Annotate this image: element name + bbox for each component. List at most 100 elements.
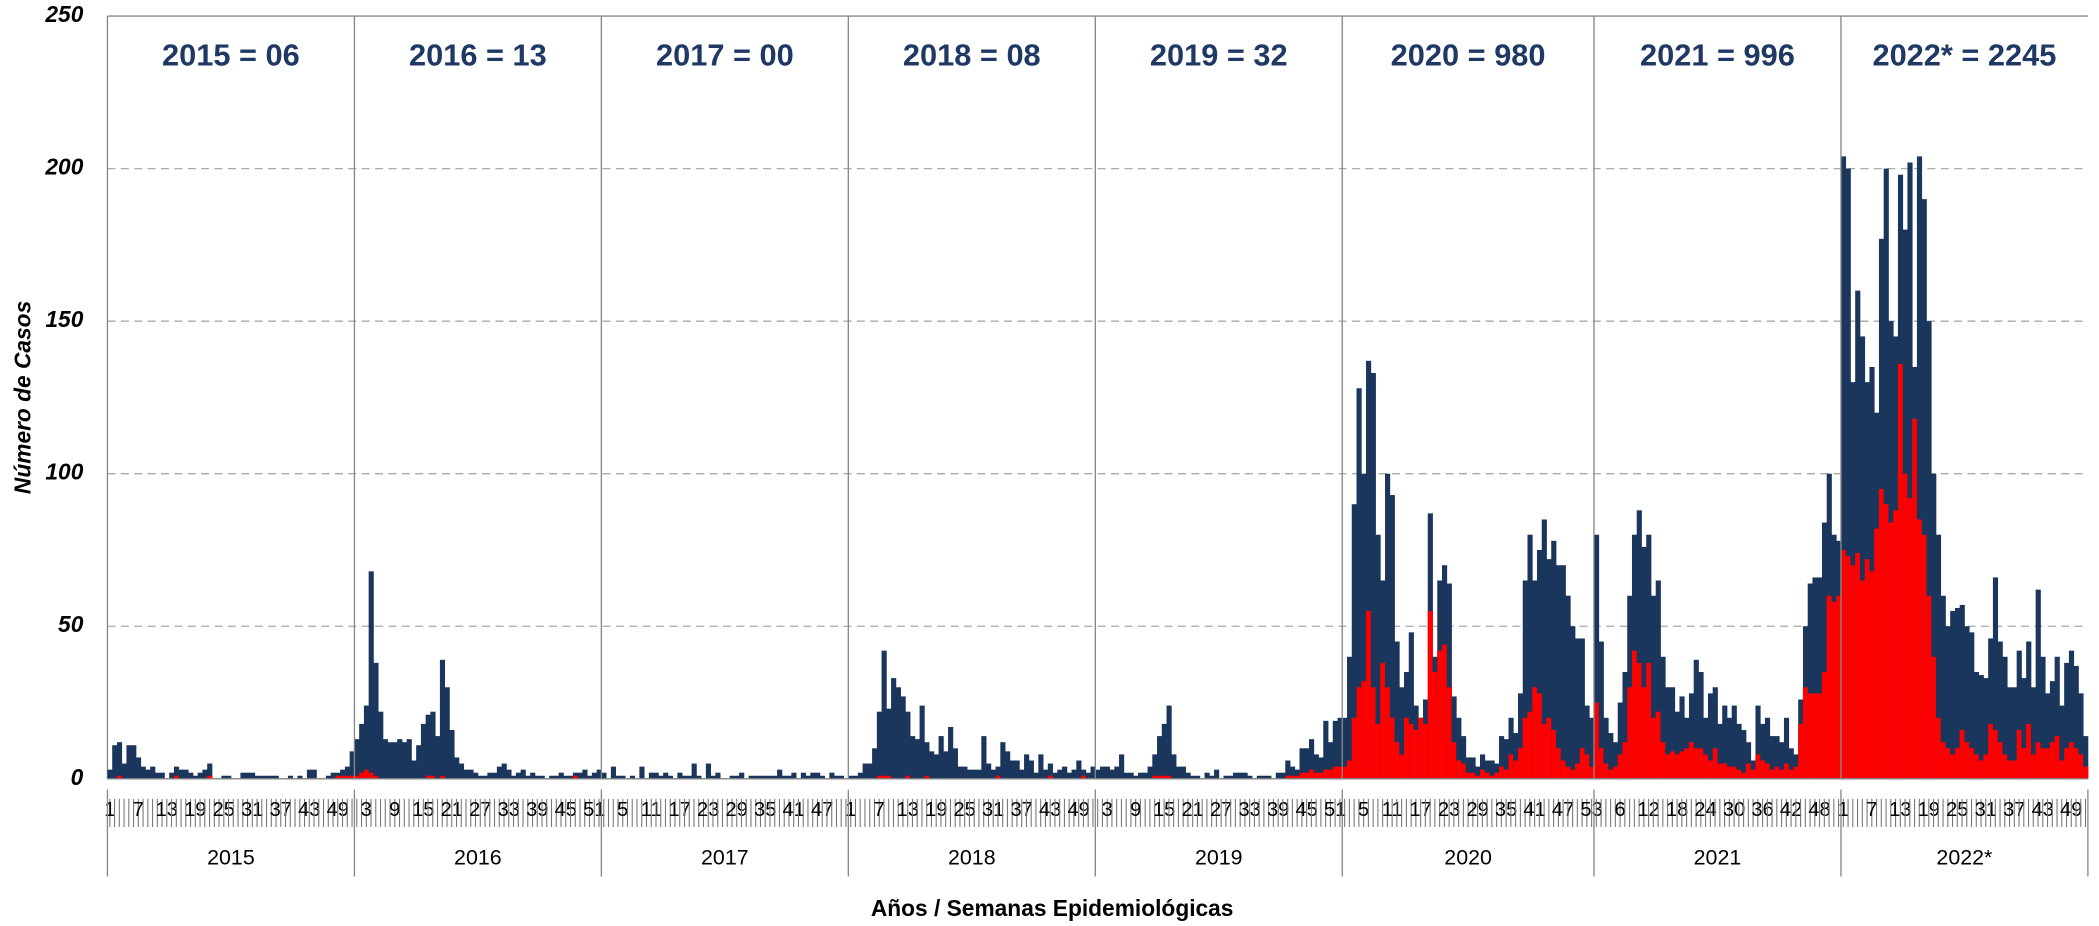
bar — [2040, 748, 2046, 779]
y-tick-label: 200 — [44, 154, 83, 180]
bar — [1109, 769, 1115, 779]
bar — [1541, 723, 1547, 779]
bar — [819, 775, 825, 779]
bar — [1394, 641, 1400, 779]
x-tick-label: 43 — [1039, 799, 1061, 821]
bar — [1874, 528, 1880, 779]
x-tick-label: 15 — [1153, 799, 1175, 821]
bar — [1071, 769, 1077, 779]
bar — [349, 775, 355, 779]
bar — [1437, 650, 1443, 779]
x-tick-label: 33 — [498, 799, 520, 821]
bar — [1484, 772, 1490, 779]
bar — [1793, 766, 1799, 779]
bar — [2049, 681, 2056, 779]
bar — [924, 742, 930, 779]
x-tick-label: 5 — [1358, 799, 1369, 821]
bar — [1945, 626, 1951, 779]
x-tick-label: 30 — [1723, 799, 1745, 821]
bar — [1479, 754, 1486, 779]
bar — [1603, 717, 1609, 779]
bar — [368, 571, 374, 779]
x-tick-label: 47 — [811, 799, 833, 821]
x-tick-label: 27 — [469, 799, 491, 821]
bar — [1926, 595, 1932, 779]
bar — [1100, 766, 1106, 779]
bar — [1451, 742, 1457, 779]
x-tick-label: 43 — [298, 799, 320, 821]
bar — [1546, 559, 1552, 779]
bar — [1565, 595, 1571, 779]
x-tick-label: 17 — [669, 799, 691, 821]
year-label: 2017 — [701, 846, 749, 870]
bar — [2011, 687, 2018, 779]
bar — [791, 772, 797, 779]
bar — [772, 775, 778, 779]
bar — [1423, 723, 1429, 779]
bar — [1508, 717, 1514, 779]
bar — [1940, 595, 1946, 779]
x-tick-label: 51 — [1324, 799, 1346, 821]
bar — [1608, 733, 1614, 779]
bar — [862, 763, 868, 779]
x-tick-label: 41 — [783, 799, 805, 821]
year-label: 2019 — [1195, 846, 1243, 870]
bar — [1361, 473, 1367, 779]
bar — [1978, 675, 1984, 779]
bar — [501, 763, 507, 779]
bar — [1532, 580, 1538, 779]
bar — [425, 714, 431, 779]
bar — [1176, 766, 1182, 779]
x-tick-label: 7 — [1866, 799, 1877, 821]
bar — [311, 769, 317, 779]
bar — [240, 772, 246, 779]
bar — [1337, 717, 1343, 779]
bar — [1774, 766, 1780, 779]
bar — [1560, 565, 1566, 779]
bar — [1299, 772, 1305, 779]
x-tick-label: 31 — [241, 799, 263, 821]
bar — [1983, 678, 1989, 779]
y-tick-label: 50 — [58, 611, 84, 637]
bar — [1038, 754, 1044, 779]
bar — [1256, 775, 1262, 779]
bar — [487, 772, 493, 779]
x-tick-label: 25 — [1946, 799, 1968, 821]
bar — [710, 775, 716, 779]
bar — [753, 775, 759, 779]
x-tick-label: 23 — [1438, 799, 1460, 821]
bar — [1489, 775, 1495, 779]
bar — [1684, 748, 1690, 779]
bar — [1522, 580, 1528, 779]
bar — [1826, 595, 1832, 779]
bar — [1997, 641, 2003, 779]
bar — [1475, 766, 1481, 779]
bar — [1831, 601, 1837, 779]
bar — [1233, 772, 1239, 779]
bar — [1665, 687, 1671, 779]
bar — [1104, 766, 1110, 779]
bar — [1114, 766, 1120, 779]
bar — [1812, 693, 1818, 779]
bar — [1817, 693, 1823, 779]
bar — [1313, 772, 1319, 779]
bar — [1959, 604, 1965, 779]
bar — [1779, 742, 1785, 779]
bar — [1161, 723, 1167, 779]
bar — [1945, 748, 1951, 779]
x-tick-label: 45 — [1295, 799, 1317, 821]
bar — [1807, 583, 1813, 779]
bar — [800, 772, 806, 779]
bar — [1555, 565, 1562, 779]
y-tick-label: 0 — [71, 764, 84, 790]
bar — [197, 772, 203, 779]
bar — [767, 775, 773, 779]
bar — [1304, 748, 1310, 779]
y-tick-label: 150 — [45, 306, 83, 332]
bar — [1351, 717, 1357, 779]
bar — [1342, 766, 1348, 779]
bar — [539, 775, 545, 779]
bar — [359, 723, 365, 779]
x-tick-label: 9 — [1130, 799, 1141, 821]
bar — [207, 763, 213, 779]
